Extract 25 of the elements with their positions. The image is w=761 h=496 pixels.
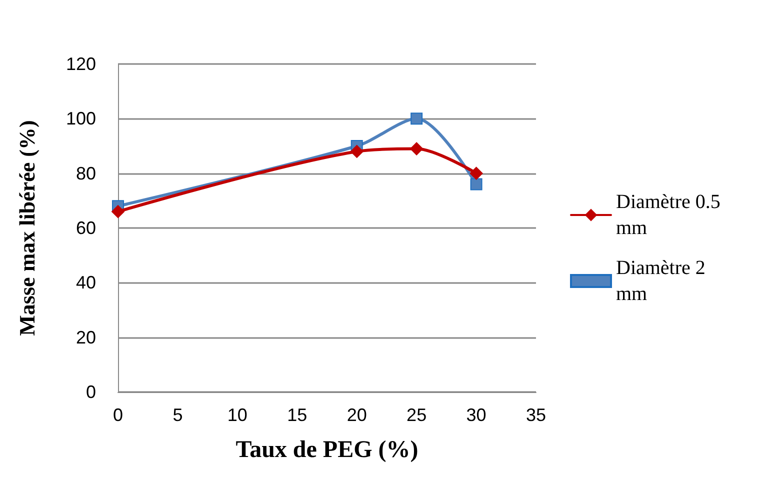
y-tick-label: 40 — [76, 272, 96, 293]
y-tick-label: 20 — [76, 327, 96, 348]
x-tick-label: 15 — [287, 405, 308, 425]
y-tick-label: 0 — [86, 382, 96, 402]
y-tick-label: 60 — [76, 218, 96, 238]
y-axis-title: Masse max libérée (%) — [14, 120, 40, 336]
legend-label: Diamètre 0.5 mm — [616, 191, 726, 239]
point — [350, 144, 364, 158]
x-axis-title: Taux de PEG (%) — [236, 437, 418, 463]
y-tick-label: 80 — [76, 163, 96, 184]
legend-label: Diamètre 2 mm — [616, 257, 710, 305]
x-tick-label: 25 — [406, 405, 427, 425]
point — [410, 112, 423, 125]
y-tick-label: 120 — [66, 54, 96, 74]
point — [410, 142, 424, 156]
x-tick-label: 0 — [112, 405, 124, 425]
point — [112, 205, 124, 218]
point — [470, 178, 482, 190]
y-tick-label: 100 — [66, 108, 96, 129]
x-tick-label: 10 — [227, 405, 248, 425]
x-tick-label: 5 — [172, 405, 183, 425]
x-tick-label: 30 — [466, 405, 486, 425]
x-tick-label: 20 — [346, 405, 367, 425]
point — [470, 166, 483, 180]
x-tick-label: 35 — [526, 405, 546, 425]
